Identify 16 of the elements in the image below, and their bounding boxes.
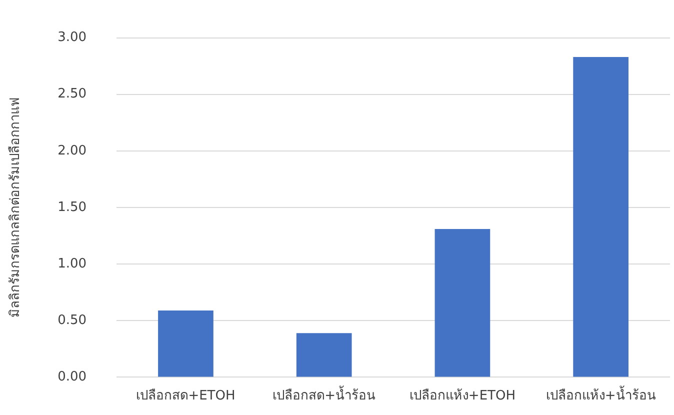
bar (296, 333, 352, 377)
x-tick-label: เปลือกแห้ง+น้ำร้อน (546, 385, 656, 404)
x-tick-label: เปลือกสด+น้ำร้อน (272, 385, 376, 404)
y-tick-label: 1.50 (58, 200, 87, 215)
y-tick-label: 3.00 (58, 30, 87, 46)
y-tick-label: 1.00 (58, 256, 87, 272)
y-tick-label: 2.50 (58, 86, 87, 102)
y-tick-label: 0.50 (58, 313, 87, 328)
x-tick-label: เปลือกแห้ง+ETOH (409, 387, 516, 404)
y-tick-label: 0.00 (58, 370, 87, 385)
bar (573, 57, 628, 377)
y-axis-title: มิลลิกรัมกรดแกลลิกต่อกรัมเปลือกกาแฟ (7, 98, 24, 318)
bar (158, 310, 214, 377)
x-tick-label: เปลือกสด+ETOH (136, 387, 236, 404)
bar (434, 228, 490, 377)
y-tick-label: 2.00 (58, 143, 87, 158)
